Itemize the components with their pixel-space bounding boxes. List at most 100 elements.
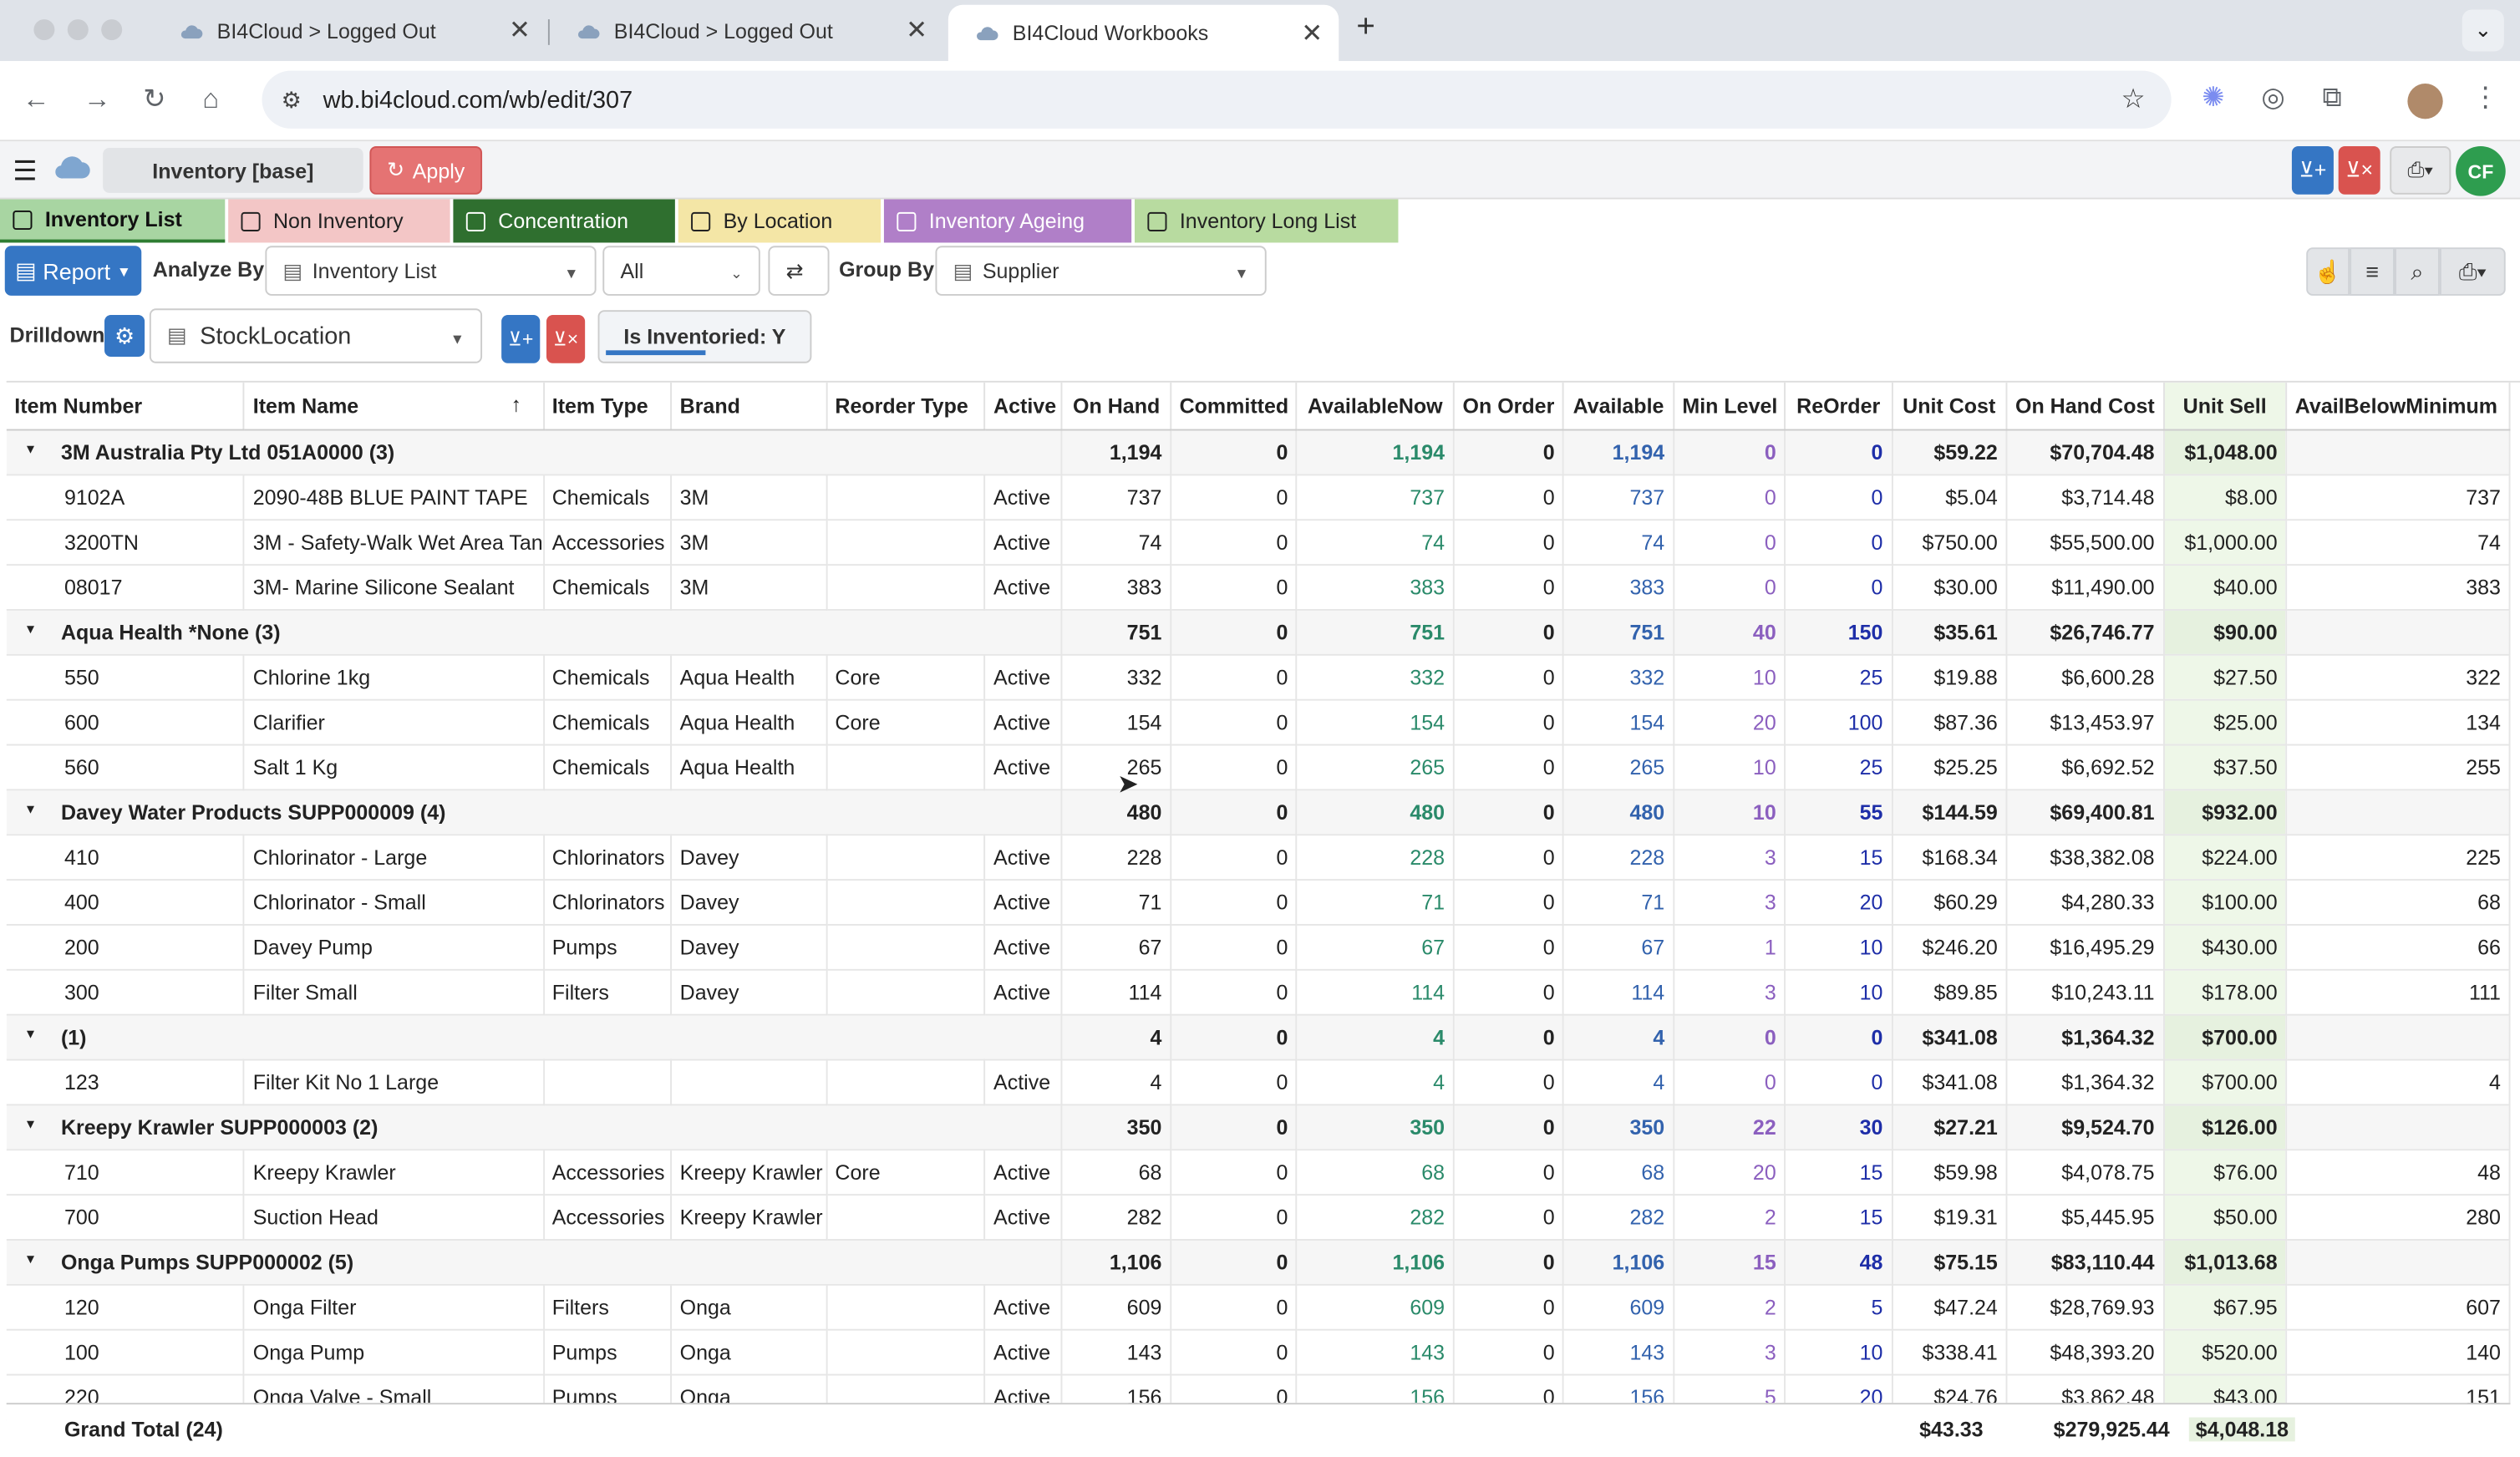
zoom-window-icon[interactable] xyxy=(101,19,123,41)
table-row[interactable]: 200 Davey Pump Pumps Davey Active 67 0 67 0 67 1 10… xyxy=(6,924,2511,970)
table-row[interactable]: 300 Filter Small Filters Davey Active 114 0 114… xyxy=(6,968,2511,1015)
report-button[interactable]: ▤ Report ▼ xyxy=(4,246,142,296)
collapse-group-icon[interactable]: ▼ xyxy=(23,1026,38,1041)
collapse-group-icon[interactable]: ▼ xyxy=(23,621,38,636)
swap-button[interactable]: ⇄ xyxy=(768,246,830,296)
collapse-group-icon[interactable]: ▼ xyxy=(23,441,38,456)
add-filter-icon[interactable]: ⊻+ xyxy=(2291,146,2334,195)
extension-shield-icon[interactable]: ◎ xyxy=(2261,82,2285,113)
browser-menu-icon[interactable]: ⋮ xyxy=(2472,82,2500,113)
filter-chip-is-inventoried[interactable]: Is Inventoried: Y xyxy=(597,310,812,363)
group-row[interactable]: ▼ Kreepy Krawler SUPP000003 (2) 350 0 350 0 35… xyxy=(6,1104,2511,1150)
table-cell: Active xyxy=(984,519,1064,566)
table-row[interactable]: 600 Clarifier Chemicals Aqua Health Core Acti… xyxy=(6,698,2511,745)
group-row[interactable]: ▼ Aqua Health *None (3) 751 0 751 0 751 40 150 $3… xyxy=(6,609,2511,655)
search-icon[interactable]: ⌕ xyxy=(2395,247,2440,296)
clear-filter-icon[interactable]: ⊻× xyxy=(2338,146,2380,195)
column-header[interactable]: Active xyxy=(984,382,1064,430)
browser-tab-active[interactable]: BI4Cloud Workbooks ✕ xyxy=(948,4,1339,62)
profile-avatar[interactable] xyxy=(2407,84,2443,119)
home-icon[interactable]: ⌂ xyxy=(202,84,220,114)
group-row[interactable]: ▼ (1) 4 0 4 0 4 0 0 $341.08 $1,364.32 $700.00 xyxy=(6,1013,2511,1060)
user-avatar[interactable]: CF xyxy=(2456,146,2506,196)
print-menu-icon[interactable]: ⎙▾ xyxy=(2439,247,2506,296)
filter-all-select[interactable]: All ⌄ xyxy=(602,246,760,296)
collapse-group-icon[interactable]: ▼ xyxy=(23,800,38,816)
sheet-tab-inventory-long-list[interactable]: Inventory Long List xyxy=(1134,199,1399,243)
group-by-select[interactable]: ▤ Supplier ▼ xyxy=(935,246,1267,296)
close-tab-icon[interactable]: ✕ xyxy=(1301,20,1324,48)
table-row[interactable]: 550 Chlorine 1kg Chemicals Aqua Health Core A… xyxy=(6,653,2511,700)
group-row[interactable]: ▼ 3M Australia Pty Ltd 051A0000 (3) 1,194 0… xyxy=(6,429,2511,475)
group-row[interactable]: ▼ Onga Pumps SUPP000002 (5) 1,106 0 1,106 0 1,… xyxy=(6,1239,2511,1285)
sheet-tab-non-inventory[interactable]: Non Inventory xyxy=(228,199,450,243)
url-field[interactable]: ⚙ wb.bi4cloud.com/wb/edit/307 ☆ xyxy=(262,70,2172,129)
bookmark-star-icon[interactable]: ☆ xyxy=(2121,84,2146,114)
column-header[interactable]: AvailableNow xyxy=(1296,382,1455,430)
column-header[interactable]: Item Type xyxy=(543,382,673,430)
site-settings-icon[interactable]: ⚙ xyxy=(281,86,302,113)
close-tab-icon[interactable]: ✕ xyxy=(508,18,531,45)
extension-sparkle-icon[interactable]: ✺ xyxy=(2202,82,2225,113)
table-row[interactable]: 100 Onga Pump Pumps Onga Active 143 0 143 0 143 3 1… xyxy=(6,1328,2511,1375)
column-header[interactable]: Unit Cost xyxy=(1892,382,2008,430)
table-row[interactable]: 400 Chlorinator - Small Chlorinators Davey A… xyxy=(6,879,2511,925)
drilldown-settings-icon[interactable]: ⚙ xyxy=(104,315,145,358)
column-header[interactable]: Available xyxy=(1563,382,1674,430)
print-menu-icon[interactable]: ⎙▾ xyxy=(2390,146,2451,195)
reload-icon[interactable]: ↻ xyxy=(143,84,166,114)
table-cell: Core xyxy=(826,1149,986,1196)
column-header[interactable]: Reorder Type xyxy=(826,382,986,430)
column-header[interactable]: Item Name xyxy=(244,382,545,430)
new-tab-icon[interactable]: + xyxy=(1356,9,1375,45)
drilldown-select[interactable]: ▤ StockLocation ▼ xyxy=(149,308,483,363)
browser-tab[interactable]: BI4Cloud > Logged Out ✕ xyxy=(153,5,546,57)
extensions-puzzle-icon[interactable]: ⧉ xyxy=(2322,82,2342,113)
apply-button[interactable]: ↻ Apply xyxy=(369,146,483,195)
column-header[interactable]: AvailBelowMinimum xyxy=(2286,382,2511,430)
collapse-group-icon[interactable]: ▼ xyxy=(23,1251,38,1266)
table-cell xyxy=(2286,429,2511,475)
touch-mode-icon[interactable]: ☝ xyxy=(2306,247,2350,296)
column-header[interactable]: Min Level xyxy=(1673,382,1786,430)
tab-search-chevron-icon[interactable]: ⌄ xyxy=(2462,9,2504,52)
close-window-icon[interactable] xyxy=(33,19,55,41)
table-row[interactable]: 3200TN 3M - Safety-Walk Wet Area Tan Acces… xyxy=(6,519,2511,566)
sheet-tab-by-location[interactable]: By Location xyxy=(678,199,881,243)
column-header[interactable]: On Order xyxy=(1453,382,1565,430)
sheet-tab-concentration[interactable]: Concentration xyxy=(453,199,675,243)
column-header[interactable]: ReOrder xyxy=(1785,382,1893,430)
browser-tab[interactable]: BI4Cloud > Logged Out ✕ xyxy=(550,5,943,57)
sheet-tab-inventory-list[interactable]: Inventory List xyxy=(0,199,226,243)
column-header[interactable]: On Hand Cost xyxy=(2006,382,2165,430)
column-header[interactable]: Unit Sell xyxy=(2163,382,2288,430)
table-row[interactable]: 560 Salt 1 Kg Chemicals Aqua Health Active 26… xyxy=(6,744,2511,790)
group-row[interactable]: ▼ Davey Water Products SUPP000009 (4) 480 0… xyxy=(6,789,2511,835)
minimize-window-icon[interactable] xyxy=(67,19,89,41)
back-icon[interactable]: ← xyxy=(22,84,50,114)
sort-icon[interactable]: ≡ xyxy=(2350,247,2396,296)
table-row[interactable]: 700 Suction Head Accessories Kreepy Krawler… xyxy=(6,1194,2511,1240)
table-row[interactable]: 123 Filter Kit No 1 Large Active 4 0 4 0 4 0 0 $34… xyxy=(6,1058,2511,1105)
analyze-by-select[interactable]: ▤ Inventory List ▼ xyxy=(265,246,597,296)
table-cell: $35.61 xyxy=(1892,609,2008,655)
sort-ascending-icon[interactable]: ↑ xyxy=(511,392,522,417)
column-header[interactable]: Committed xyxy=(1170,382,1298,430)
table-row[interactable]: 08017 3M- Marine Silicone Sealant Chemical… xyxy=(6,564,2511,610)
table-cell: 4 xyxy=(1563,1013,1674,1060)
add-drill-filter-icon[interactable]: ⊻+ xyxy=(501,315,541,363)
table-row[interactable]: 710 Kreepy Krawler Accessories Kreepy Krawl… xyxy=(6,1149,2511,1196)
table-row[interactable]: 120 Onga Filter Filters Onga Active 609 0 609 0 6… xyxy=(6,1283,2511,1330)
forward-icon[interactable]: → xyxy=(84,84,111,114)
column-header[interactable]: On Hand xyxy=(1062,382,1171,430)
collapse-group-icon[interactable]: ▼ xyxy=(23,1115,38,1131)
table-row[interactable]: 9102A 2090-48B BLUE PAINT TAPE Chemicals 3M… xyxy=(6,474,2511,520)
workbook-name-button[interactable]: Inventory [base] xyxy=(103,147,363,193)
column-header[interactable]: Item Number xyxy=(6,382,246,430)
clear-drill-filter-icon[interactable]: ⊻× xyxy=(546,315,586,363)
sheet-tab-inventory-ageing[interactable]: Inventory Ageing xyxy=(883,199,1132,243)
hamburger-menu-icon[interactable]: ☰ xyxy=(13,155,38,187)
close-tab-icon[interactable]: ✕ xyxy=(906,18,927,45)
table-row[interactable]: 410 Chlorinator - Large Chlorinators Davey A… xyxy=(6,834,2511,881)
column-header[interactable]: Brand xyxy=(671,382,827,430)
